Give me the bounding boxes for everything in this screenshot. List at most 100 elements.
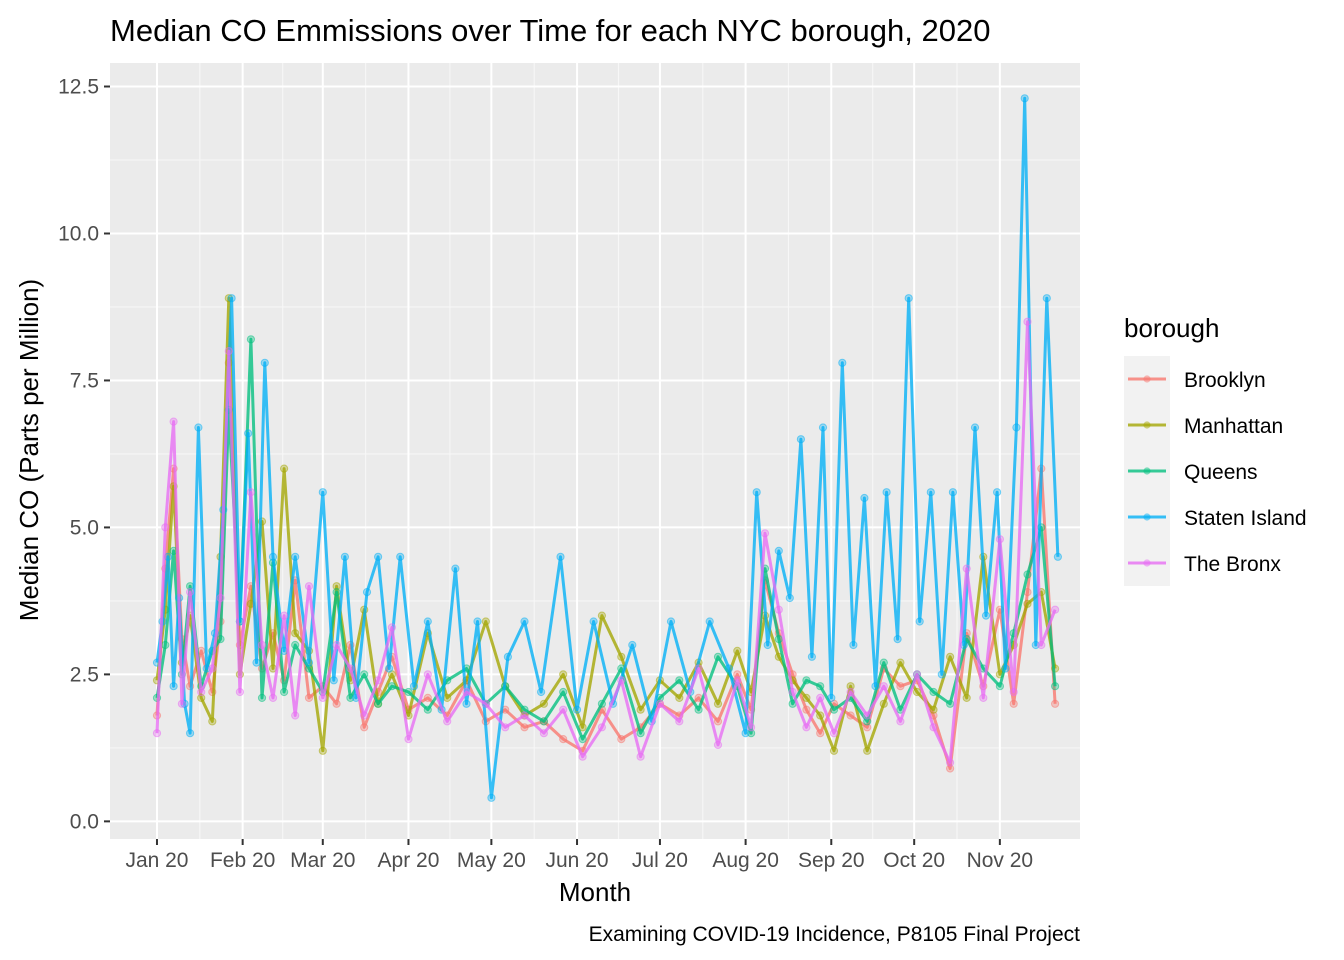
data-point-queens — [216, 635, 225, 644]
data-point-staten-island — [1020, 94, 1029, 103]
data-point-staten-island — [385, 664, 394, 673]
data-point-the-bronx — [152, 729, 162, 738]
data-point-manhattan — [962, 693, 971, 703]
data-point-brooklyn — [802, 705, 811, 714]
data-point-staten-island — [329, 676, 338, 685]
data-point-the-bronx — [979, 693, 988, 703]
data-point-the-bronx — [216, 593, 225, 603]
data-point-brooklyn — [360, 723, 369, 732]
data-point-manhattan — [332, 582, 341, 591]
data-point-staten-island — [904, 294, 913, 303]
data-point-staten-island — [252, 658, 261, 667]
data-point-staten-island — [705, 617, 714, 626]
data-point-the-bronx — [169, 417, 178, 426]
y-tick-label: 10.0 — [58, 222, 99, 245]
data-point-staten-island — [503, 652, 512, 661]
data-point-staten-island — [1001, 664, 1010, 673]
data-point-staten-island — [741, 729, 750, 738]
data-point-the-bronx — [404, 735, 413, 744]
data-point-staten-island — [451, 564, 460, 573]
data-point-the-bronx — [161, 523, 170, 532]
x-tick-label: Aug 20 — [712, 849, 779, 872]
y-tick-label: 12.5 — [58, 76, 99, 99]
data-point-manhattan — [597, 611, 607, 620]
data-point-staten-island — [537, 687, 546, 697]
data-point-the-bronx — [559, 705, 568, 714]
data-point-queens — [360, 670, 369, 679]
data-point-queens — [539, 717, 549, 726]
data-point-the-bronx — [197, 687, 206, 697]
data-point-brooklyn — [946, 764, 955, 773]
data-point-staten-island — [194, 423, 203, 432]
data-point-the-bronx — [1009, 687, 1018, 697]
data-point-brooklyn — [617, 735, 626, 744]
data-point-staten-island — [304, 658, 314, 667]
data-point-queens — [1023, 570, 1032, 579]
y-axis-title: Median CO (Parts per Million) — [14, 279, 44, 621]
data-point-the-bronx — [291, 711, 300, 720]
series-line-manhattan — [155, 296, 1057, 753]
data-point-staten-island — [291, 552, 300, 561]
data-point-the-bronx — [332, 640, 341, 650]
data-point-the-bronx — [346, 664, 355, 673]
x-tick-label: Jul 20 — [632, 849, 688, 872]
data-point-staten-island — [981, 611, 991, 620]
data-point-the-bronx — [268, 693, 278, 703]
data-point-the-bronx — [539, 729, 549, 738]
data-point-the-bronx — [675, 717, 684, 726]
legend-point-the-bronx — [1143, 559, 1151, 567]
data-point-manhattan — [713, 699, 723, 708]
data-point-staten-island — [937, 670, 946, 679]
data-point-staten-island — [993, 488, 1002, 497]
data-point-staten-island — [882, 488, 891, 497]
data-point-manhattan — [539, 699, 549, 708]
data-point-staten-island — [893, 635, 902, 644]
data-point-manhattan — [1023, 599, 1032, 608]
data-point-manhattan — [280, 464, 289, 473]
data-point-staten-island — [423, 617, 432, 626]
data-point-staten-island — [362, 588, 372, 597]
legend-point-brooklyn — [1143, 375, 1151, 383]
data-point-queens — [387, 682, 396, 691]
data-point-manhattan — [675, 693, 684, 703]
data-point-queens — [346, 693, 355, 703]
data-point-the-bronx — [617, 676, 626, 685]
data-point-queens — [694, 705, 703, 714]
data-point-the-bronx — [816, 693, 825, 703]
data-point-manhattan — [896, 658, 905, 667]
x-tick-label: Jun 20 — [546, 849, 609, 872]
data-point-staten-island — [796, 435, 806, 444]
data-point-queens — [404, 687, 413, 697]
x-tick-label: Oct 20 — [883, 849, 945, 872]
data-point-staten-island — [860, 493, 869, 503]
data-point-queens — [929, 687, 938, 697]
x-tick-label: Apr 20 — [378, 849, 440, 872]
legend-point-staten-island — [1143, 513, 1151, 521]
data-point-the-bronx — [802, 723, 811, 732]
data-point-brooklyn — [1051, 699, 1060, 708]
data-point-manhattan — [208, 717, 217, 726]
legend-item-brooklyn: Brooklyn — [1124, 356, 1266, 402]
data-point-the-bronx — [846, 687, 855, 697]
data-point-the-bronx — [747, 723, 756, 732]
data-point-the-bronx — [694, 664, 703, 673]
data-point-staten-island — [572, 705, 582, 714]
x-tick-label: Nov 20 — [967, 849, 1034, 872]
data-point-queens — [675, 676, 684, 685]
series-line-brooklyn — [155, 361, 1057, 770]
data-point-queens — [374, 699, 383, 708]
data-point-staten-island — [1012, 423, 1021, 432]
data-point-queens — [774, 635, 783, 644]
data-point-the-bronx — [501, 723, 510, 732]
data-point-queens — [597, 699, 607, 708]
data-point-staten-island — [462, 699, 471, 708]
data-point-manhattan — [879, 699, 888, 708]
data-point-brooklyn — [713, 717, 723, 726]
data-point-staten-island — [374, 552, 383, 561]
data-point-staten-island — [774, 546, 783, 556]
data-point-queens — [161, 640, 170, 650]
data-point-queens — [520, 705, 529, 714]
data-point-the-bronx — [636, 752, 645, 761]
data-point-staten-island — [1053, 552, 1063, 561]
